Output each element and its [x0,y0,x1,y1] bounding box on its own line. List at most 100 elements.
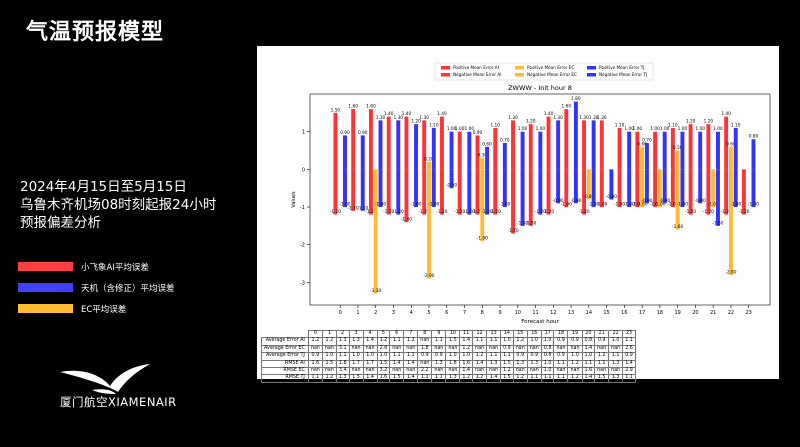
bar-value-label: -1.00 [588,202,599,208]
bar-positive [467,131,472,170]
bar-value-label: -3.30 [370,288,381,294]
bar-value-label: -1.20 [703,209,714,215]
table-cell: 1.7 [348,359,364,369]
legend-label: EC平均误差 [81,304,127,315]
bar-value-label: -1.20 [490,209,501,215]
bar-positive [457,131,462,170]
table-cell: 1.2 [403,337,419,346]
x-tick-label: 4 [410,310,413,316]
table-header-cell: 0 [307,329,323,339]
bar-value-label: -1.90 [477,235,488,241]
bar-value-label: -1.00 [667,202,678,208]
bar-negative [493,169,498,215]
x-tick-label: 22 [728,310,734,316]
table-row-label: RMSE TJ [261,374,309,383]
bar-positive [635,131,640,170]
legend-swatch [18,262,73,271]
bar-value-label: 0.20 [424,156,434,162]
bar-negative [373,169,378,294]
table-cell: 1.0 [362,352,378,361]
table-cell: 1.2 [459,344,474,354]
bar-value-label: 0.90 [358,130,368,136]
bar-value-label: -1.00 [650,202,661,208]
table-cell: 0.8 [581,337,596,346]
table-cell: nan [526,344,542,354]
table-cell: 0.8 [540,344,555,354]
bar-positive [502,142,507,170]
table-cell: 1.5 [500,374,514,383]
table-row: Average Error EC nan nan 3.1 nan nan 2.8 nan nan… [261,344,636,354]
bar-negative [422,169,427,215]
table-row-label: RMSE AI [261,359,309,369]
table-header-cell: 19 [567,329,583,339]
table-cell: 1.0 [500,337,514,346]
table-header-cell: 15 [512,329,528,339]
table-cell: nan [431,367,447,376]
table-cell: 1.4 [362,374,378,383]
bar-value-label: 1.00 [536,126,546,132]
x-tick-label: 11 [532,310,538,316]
table-row: RMSE TJ 1.1 1.2 1.3 1.5 1.4 1.6 1.5 1.4 1.1 1.1 1.3… [261,374,636,383]
table-header-cell: 7 [403,329,419,339]
table-cell: nan [307,344,323,354]
bar-value-label: 0.60 [482,141,492,147]
bar-negative [680,169,685,208]
table-cell: nan [553,344,569,354]
table-cell: 2.2 [417,367,433,376]
bar-negative [573,169,578,204]
table-cell: nan [417,359,433,369]
table-header-cell: 12 [472,329,488,339]
table-cell: 1.6 [307,359,323,369]
bar-positive [485,146,490,170]
table-cell: 1.1 [622,374,636,383]
table-cell: 1.5 [348,374,364,383]
bar-value-label: 1.00 [624,126,634,132]
table-cell: 1.4 [459,367,474,376]
chart-legend-swatch [587,66,596,70]
bar-value-label: -1.00 [561,202,572,208]
table-cell: 1.1 [417,374,433,383]
table-cell: 1.3 [335,374,350,383]
table-header-cell: 23 [622,329,636,339]
table-header-cell: 3 [348,329,364,339]
bar-value-label: 1.60 [366,104,376,110]
table-cell: 2.9 [622,367,636,376]
bar-negative [662,169,667,204]
table-cell: nan [567,344,583,354]
bar-negative [520,169,525,226]
table-header-cell: 17 [540,329,555,339]
bar-value-label: -0.80 [583,194,594,200]
x-tick-label: 7 [463,310,466,316]
chart-legend-label: Positive Mean Error AI [453,65,499,70]
table-cell: nan [594,344,610,354]
x-tick-label: 21 [710,310,716,316]
table-cell: 0.9 [431,352,447,361]
bar-negative [343,169,347,208]
bar-value-label: -0.90 [553,198,564,204]
bar-positive [617,127,622,170]
table-cell: 0.9 [417,352,433,361]
bar-value-label: 1.00 [678,126,688,132]
table-cell: nan [348,344,364,354]
table-cell: 1.6 [376,374,391,383]
bar-value-label: 1.00 [713,126,723,132]
bar-positive [688,124,693,170]
legend-label: 天机（含修正）平均误差 [81,283,175,294]
table-row: RMSE EC nan nan 3.4 nan nan 3.2 nan nan 2.2 nan nan… [261,367,636,376]
bar-positive [427,161,431,170]
bar-value-label: -1.20 [685,209,696,215]
table-cell: 1.2 [307,337,323,346]
chart-legend-swatch [515,66,524,70]
bar-negative [706,169,711,215]
bar-negative [386,169,391,215]
bar-positive [368,109,373,170]
x-tick-label: 16 [621,310,627,316]
table-cell: 1.4 [362,337,378,346]
bar-value-label: 1.30 [419,115,429,121]
bar-value-label: -1.20 [454,209,465,215]
bar-negative [368,169,373,215]
x-tick-label: 9 [498,310,501,316]
bar-value-label: 0.90 [473,130,483,136]
bar-value-label: -1.50 [517,220,528,226]
bar-value-label: 0.70 [642,137,652,143]
